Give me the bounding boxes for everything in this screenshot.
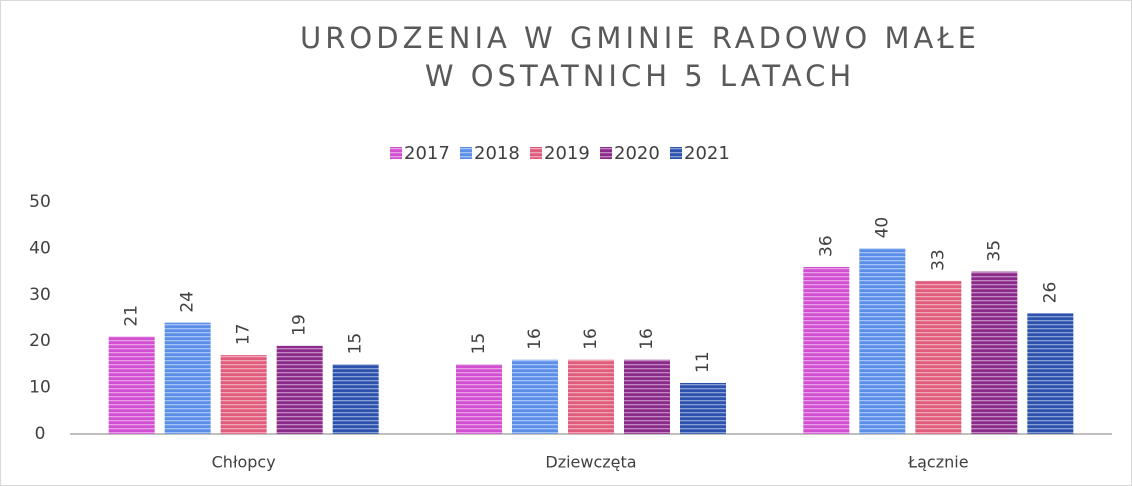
legend-label: 2021 — [684, 143, 730, 164]
y-tick-label: 40 — [29, 238, 51, 258]
data-label: 33 — [928, 249, 948, 271]
data-label: 16 — [581, 328, 601, 350]
legend-label: 2020 — [614, 143, 660, 164]
x-tick-label: Łącznie — [907, 453, 968, 472]
legend-label: 2018 — [474, 143, 520, 164]
bar — [220, 355, 267, 434]
bar — [859, 248, 906, 434]
data-label: 19 — [290, 314, 310, 336]
data-label: 16 — [525, 328, 545, 350]
bar — [1027, 313, 1074, 434]
legend-swatch — [530, 147, 542, 159]
bar — [971, 271, 1018, 434]
y-tick-label: 20 — [29, 331, 51, 351]
legend-swatch — [670, 147, 682, 159]
bar — [108, 336, 155, 434]
data-label: 11 — [693, 351, 713, 373]
data-label: 26 — [1040, 282, 1060, 304]
legend-label: 2019 — [544, 143, 590, 164]
legend-swatch — [460, 147, 472, 159]
y-tick-label: 30 — [29, 285, 51, 305]
bar — [456, 364, 502, 434]
bar — [624, 359, 670, 434]
bar — [512, 359, 558, 434]
legend-swatch — [390, 147, 402, 159]
data-label: 35 — [984, 240, 1004, 262]
data-label: 15 — [469, 333, 489, 355]
bar — [680, 382, 726, 434]
y-tick-label: 0 — [35, 424, 46, 444]
chart-title: URODZENIA W GMINIE RADOWO MAŁE — [300, 21, 980, 55]
bar — [915, 280, 962, 434]
data-label: 40 — [872, 217, 892, 239]
bar — [332, 364, 379, 434]
legend-swatch — [600, 147, 612, 159]
data-label: 17 — [234, 323, 254, 345]
bar — [276, 345, 323, 434]
chart-title: W OSTATNICH 5 LATACH — [425, 59, 855, 93]
data-label: 16 — [637, 328, 657, 350]
data-label: 21 — [122, 305, 142, 327]
data-label: 36 — [816, 235, 836, 257]
data-label: 15 — [346, 333, 366, 355]
legend-label: 2017 — [404, 143, 450, 164]
data-label: 24 — [178, 291, 198, 313]
bar — [568, 359, 614, 434]
bar — [803, 266, 850, 434]
y-tick-label: 50 — [29, 192, 51, 212]
x-tick-label: Dziewczęta — [545, 453, 636, 472]
y-tick-label: 10 — [29, 378, 51, 398]
bar — [164, 322, 211, 434]
x-tick-label: Chłopcy — [212, 453, 276, 472]
